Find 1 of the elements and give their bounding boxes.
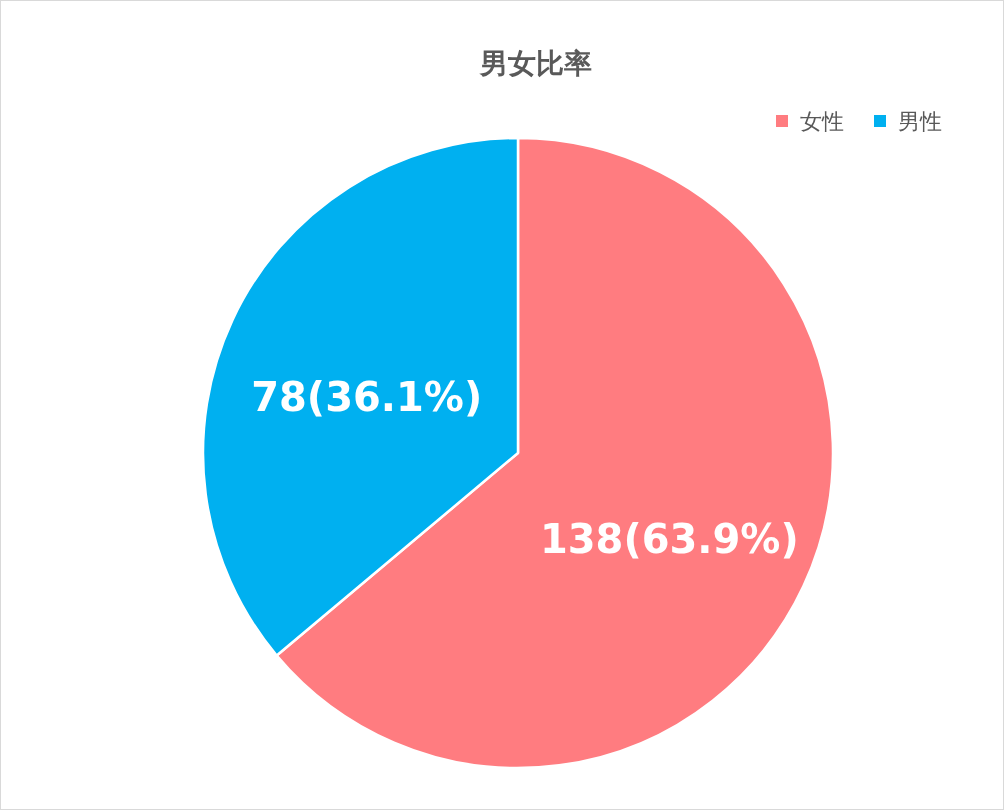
title: 男女比率 [480, 47, 592, 80]
